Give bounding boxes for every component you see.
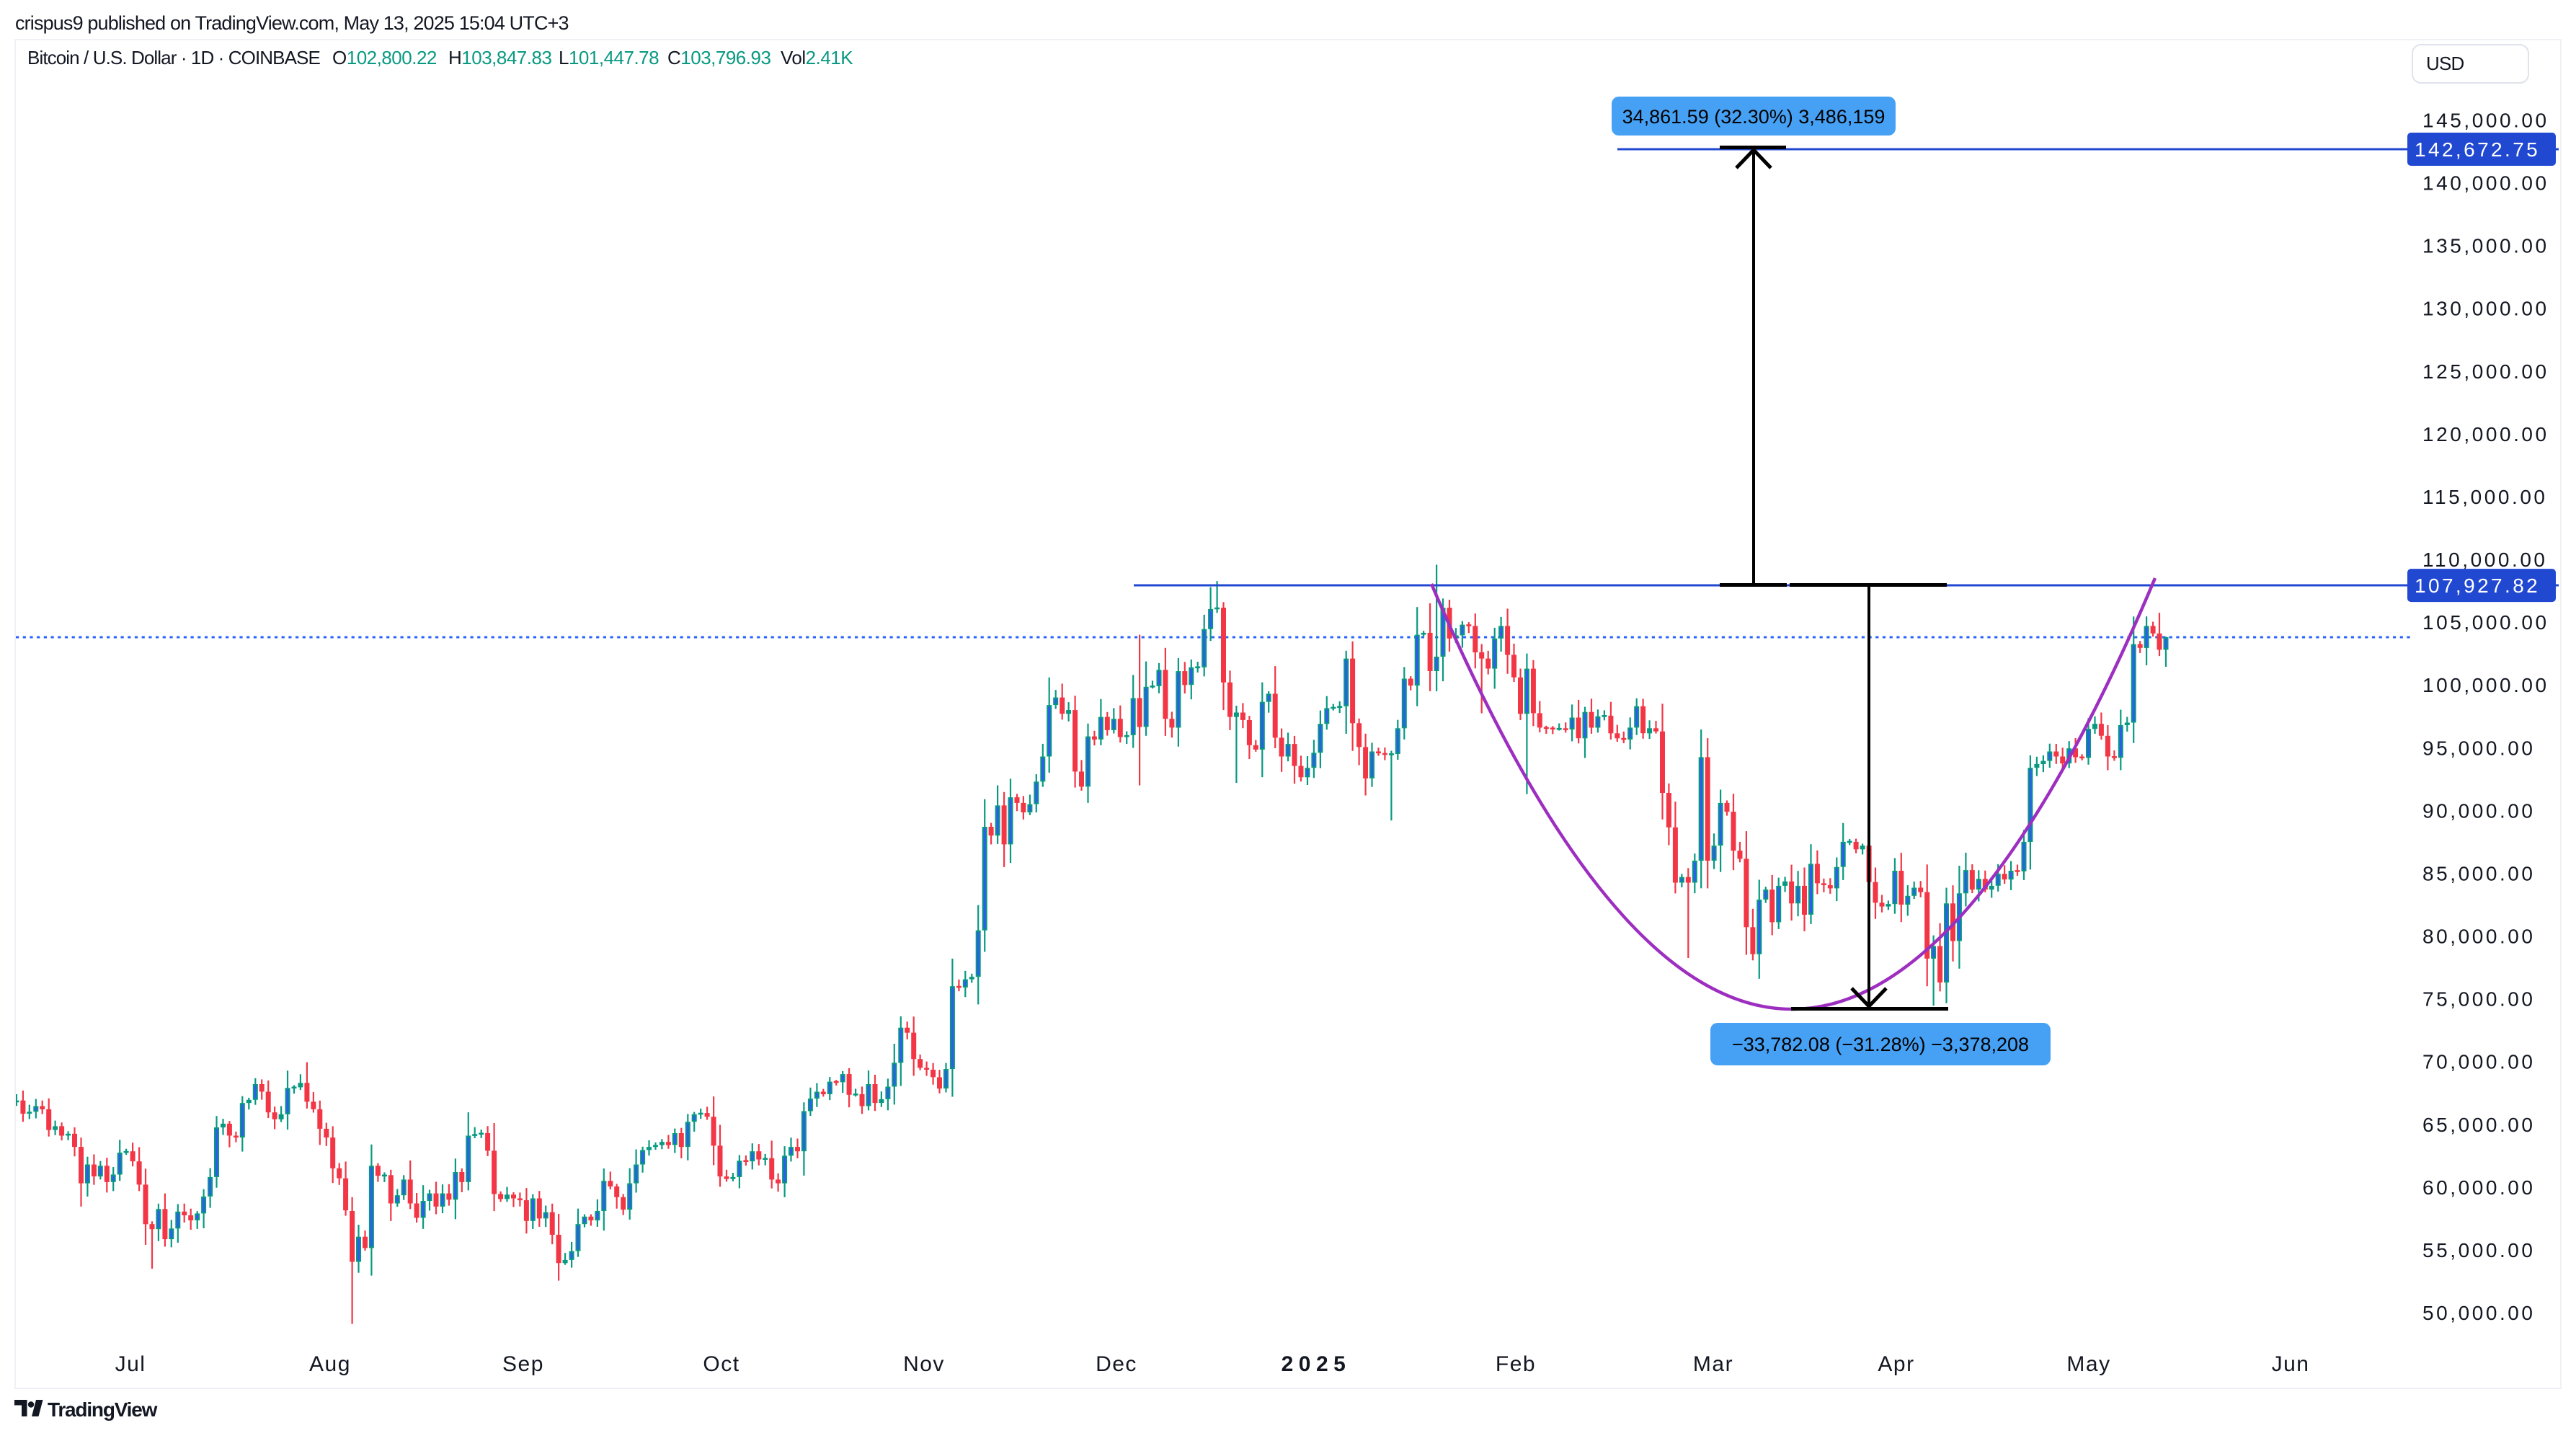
svg-text:Apr: Apr xyxy=(1878,1352,1914,1376)
svg-text:110,000.00: 110,000.00 xyxy=(2422,549,2548,571)
svg-text:100,000.00: 100,000.00 xyxy=(2422,674,2549,696)
svg-text:90,000.00: 90,000.00 xyxy=(2422,799,2536,822)
svg-text:Oct: Oct xyxy=(703,1352,740,1376)
svg-text:crispus9 published on TradingV: crispus9 published on TradingView.com, M… xyxy=(15,12,569,34)
svg-text:140,000.00: 140,000.00 xyxy=(2422,172,2549,195)
svg-text:−33,782.08 (−31.28%) −3,378,20: −33,782.08 (−31.28%) −3,378,208 xyxy=(1732,1034,2029,1055)
svg-text:55,000.00: 55,000.00 xyxy=(2422,1239,2536,1261)
svg-text:115,000.00: 115,000.00 xyxy=(2422,486,2548,508)
svg-text:142,672.75: 142,672.75 xyxy=(2415,138,2540,161)
svg-text:85,000.00: 85,000.00 xyxy=(2422,863,2536,885)
svg-text:USD: USD xyxy=(2426,53,2464,74)
svg-text:Jul: Jul xyxy=(115,1352,146,1376)
svg-text:Dec: Dec xyxy=(1096,1352,1137,1376)
svg-text:125,000.00: 125,000.00 xyxy=(2422,360,2549,383)
svg-text:34,861.59 (32.30%) 3,486,159: 34,861.59 (32.30%) 3,486,159 xyxy=(1622,106,1886,128)
svg-text:H103,847.83: H103,847.83 xyxy=(448,47,551,68)
svg-text:145,000.00: 145,000.00 xyxy=(2422,110,2549,132)
svg-text:Mar: Mar xyxy=(1693,1352,1733,1376)
svg-text:70,000.00: 70,000.00 xyxy=(2422,1051,2536,1073)
svg-text:Vol2.41K: Vol2.41K xyxy=(781,47,853,68)
svg-text:Bitcoin / U.S. Dollar · 1D · C: Bitcoin / U.S. Dollar · 1D · COINBASE xyxy=(27,47,320,68)
svg-text:75,000.00: 75,000.00 xyxy=(2422,988,2536,1011)
svg-text:130,000.00: 130,000.00 xyxy=(2422,298,2549,320)
svg-text:Aug: Aug xyxy=(309,1352,351,1376)
svg-text:Feb: Feb xyxy=(1496,1352,1536,1376)
svg-text:107,927.82: 107,927.82 xyxy=(2415,574,2540,597)
svg-text:120,000.00: 120,000.00 xyxy=(2422,423,2549,445)
svg-text:50,000.00: 50,000.00 xyxy=(2422,1302,2536,1324)
svg-text:TradingView: TradingView xyxy=(48,1398,158,1421)
svg-text:95,000.00: 95,000.00 xyxy=(2422,737,2536,759)
svg-text:Sep: Sep xyxy=(502,1352,544,1376)
svg-text:Jun: Jun xyxy=(2272,1352,2310,1376)
svg-text:135,000.00: 135,000.00 xyxy=(2422,235,2549,257)
svg-text:Nov: Nov xyxy=(903,1352,945,1376)
svg-text:80,000.00: 80,000.00 xyxy=(2422,926,2536,948)
svg-text:L101,447.78: L101,447.78 xyxy=(559,47,659,68)
svg-text:May: May xyxy=(2066,1352,2110,1376)
svg-text:60,000.00: 60,000.00 xyxy=(2422,1176,2536,1199)
svg-text:105,000.00: 105,000.00 xyxy=(2422,611,2549,634)
svg-text:C103,796.93: C103,796.93 xyxy=(667,47,770,68)
svg-text:2025: 2025 xyxy=(1282,1352,1351,1376)
svg-text:65,000.00: 65,000.00 xyxy=(2422,1114,2536,1136)
svg-text:O102,800.22: O102,800.22 xyxy=(332,47,437,68)
